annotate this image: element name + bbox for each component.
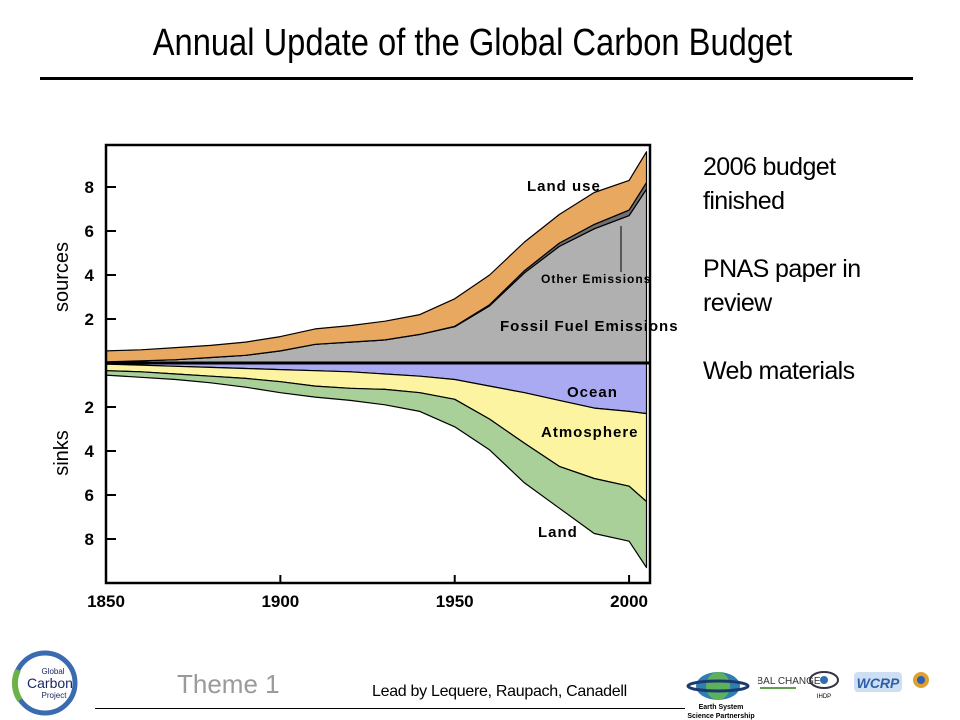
- essp-logo-line2: Science Partnership: [687, 713, 754, 720]
- bullet-list: 2006 budget finished PNAS paper in revie…: [703, 150, 953, 422]
- global-change-logo: GLOBAL CHANGE: [758, 676, 821, 689]
- annotation-ocean: Ocean: [567, 384, 618, 401]
- gcp-logo-line1: Global: [41, 667, 64, 676]
- y-axis-label-sinks: sinks: [51, 430, 73, 476]
- title-divider: [40, 77, 913, 80]
- partner-logos: GLOBAL CHANGE IHDP WCRP: [758, 671, 929, 700]
- y-axis-label-sources: sources: [51, 242, 73, 312]
- y-tick-label-6: 6: [85, 486, 94, 505]
- x-tick-label-1950: 1950: [436, 592, 474, 611]
- bullet-item: Web materials: [703, 357, 855, 385]
- annotation-fossil-fuel-emissions: Fossil Fuel Emissions: [500, 318, 679, 335]
- annotation-other-emissions: Other Emissions: [541, 272, 651, 286]
- bullet-item: 2006 budget finished: [703, 153, 836, 215]
- slide-title: Annual Update of the Global Carbon Budge…: [152, 22, 793, 64]
- diversitas-logo: [913, 672, 929, 688]
- credit-line: Lead by Lequere, Raupach, Canadell: [372, 683, 627, 700]
- wcrp-logo-text: WCRP: [857, 675, 900, 691]
- annotation-layer: Land use Other Emissions Fossil Fuel Emiss…: [500, 178, 679, 541]
- x-tick-label-2000: 2000: [610, 592, 648, 611]
- axis-layer: 1850 1900 1950 2000 8 6 4 2 2 4 6 8: [85, 143, 652, 611]
- x-tick-label-1850: 1850: [87, 592, 125, 611]
- ihdp-logo-text: IHDP: [817, 694, 831, 700]
- theme-label: Theme 1: [177, 669, 280, 699]
- essp-logo-line1: Earth System: [699, 704, 744, 711]
- global-carbon-project-logo: Global Carbon Project: [11, 650, 78, 716]
- global-change-logo-text: GLOBAL CHANGE: [758, 676, 821, 687]
- bullet-item: PNAS paper in review: [703, 255, 861, 317]
- annotation-land: Land: [538, 524, 578, 541]
- wcrp-logo: WCRP: [854, 672, 902, 692]
- ihdp-logo: IHDP: [809, 671, 839, 700]
- series-area-land: [105, 370, 648, 569]
- essp-logo: Earth System Science Partnership: [686, 672, 755, 720]
- y-tick-label-3: 2: [85, 310, 94, 329]
- series-area-land-use: [105, 151, 648, 363]
- y-tick-label-1: 6: [85, 222, 94, 241]
- area-layer: [105, 151, 648, 569]
- footer-divider: [95, 708, 685, 709]
- y-tick-label-2: 4: [85, 266, 95, 285]
- annotation-atmosphere: Atmosphere: [541, 424, 639, 441]
- gcp-logo-line3: Project: [42, 691, 68, 700]
- gcp-logo-line2: Carbon: [27, 675, 73, 691]
- y-tick-label-0: 8: [85, 178, 94, 197]
- carbon-budget-chart: 1850 1900 1950 2000 8 6 4 2 2 4 6 8 Land use Other E…: [51, 143, 679, 611]
- y-tick-label-5: 4: [85, 442, 95, 461]
- x-tick-label-1900: 1900: [261, 592, 299, 611]
- y-tick-label-4: 2: [85, 398, 94, 417]
- y-tick-label-7: 8: [85, 530, 94, 549]
- annotation-land-use: Land use: [527, 178, 601, 195]
